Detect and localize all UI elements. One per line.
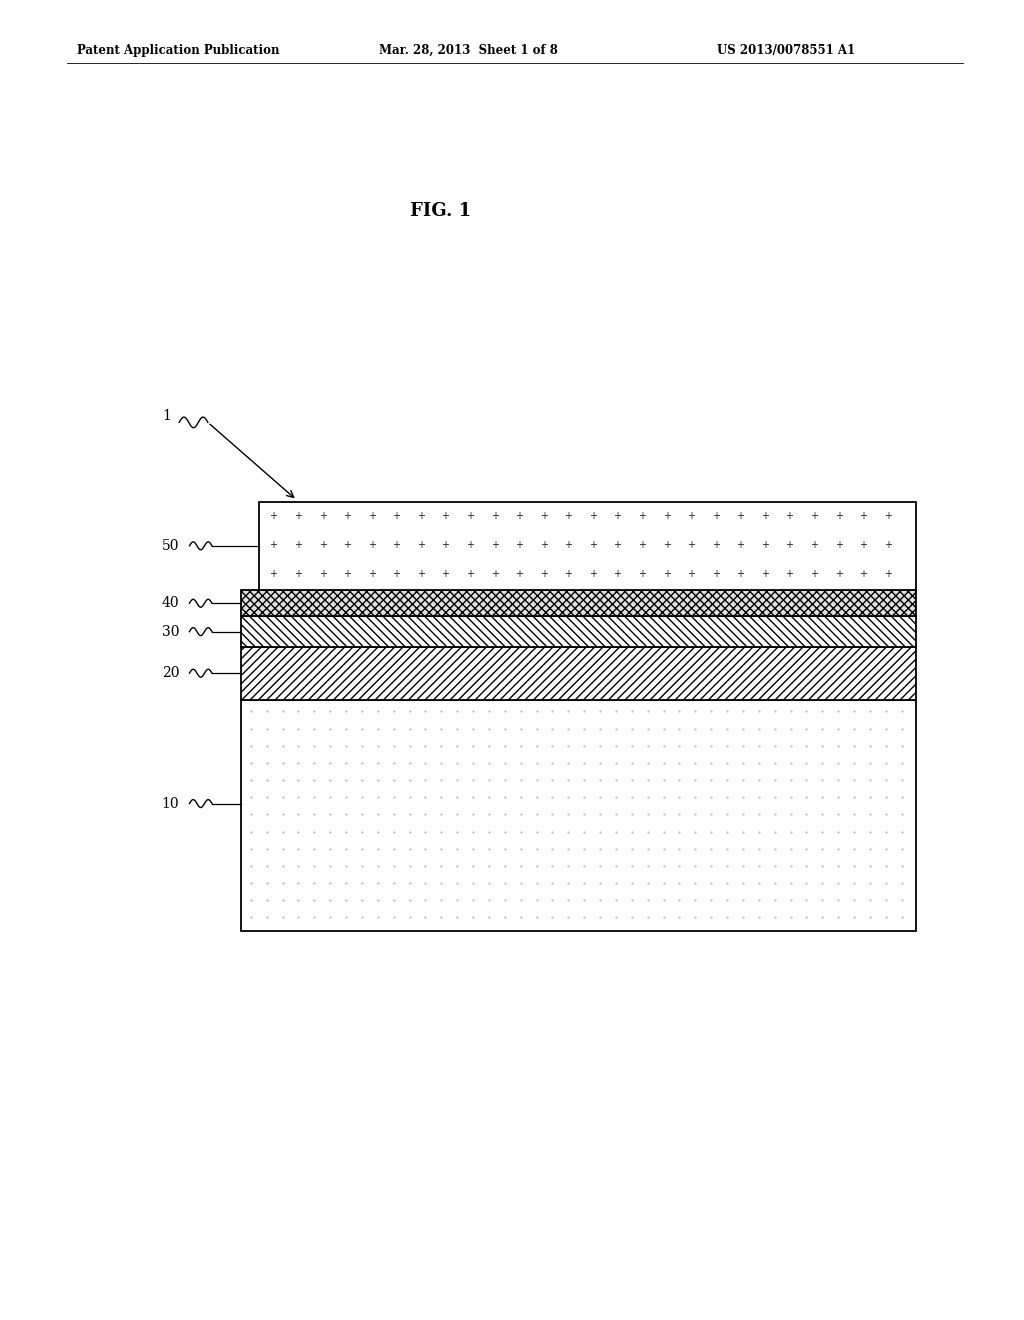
- Text: +: +: [564, 511, 572, 521]
- Text: +: +: [638, 569, 646, 579]
- Text: +: +: [318, 569, 327, 579]
- Text: +: +: [515, 569, 523, 579]
- Text: 1: 1: [162, 409, 171, 422]
- Text: +: +: [884, 569, 892, 579]
- Text: +: +: [638, 511, 646, 521]
- Text: +: +: [294, 569, 302, 579]
- Text: +: +: [269, 511, 278, 521]
- Text: +: +: [761, 511, 769, 521]
- Text: +: +: [884, 540, 892, 550]
- Text: +: +: [294, 511, 302, 521]
- Text: +: +: [564, 569, 572, 579]
- Text: +: +: [638, 540, 646, 550]
- Text: +: +: [441, 569, 450, 579]
- Text: +: +: [835, 569, 843, 579]
- Text: +: +: [540, 511, 548, 521]
- Text: +: +: [466, 511, 474, 521]
- Text: +: +: [736, 511, 744, 521]
- Text: +: +: [392, 511, 400, 521]
- Text: +: +: [368, 540, 376, 550]
- Text: +: +: [515, 511, 523, 521]
- Text: +: +: [294, 540, 302, 550]
- Text: Mar. 28, 2013  Sheet 1 of 8: Mar. 28, 2013 Sheet 1 of 8: [379, 44, 558, 57]
- Text: +: +: [441, 540, 450, 550]
- Text: 20: 20: [162, 667, 179, 680]
- Text: +: +: [663, 511, 671, 521]
- Text: +: +: [589, 569, 597, 579]
- Bar: [241, 647, 916, 700]
- Text: +: +: [810, 569, 818, 579]
- Text: +: +: [613, 569, 622, 579]
- Text: +: +: [490, 540, 499, 550]
- Text: 40: 40: [162, 597, 179, 610]
- Text: +: +: [613, 540, 622, 550]
- Text: +: +: [736, 569, 744, 579]
- Text: +: +: [466, 569, 474, 579]
- Text: +: +: [540, 569, 548, 579]
- Text: +: +: [785, 569, 794, 579]
- Text: +: +: [687, 511, 695, 521]
- Text: +: +: [269, 540, 278, 550]
- Text: +: +: [540, 540, 548, 550]
- Text: +: +: [859, 569, 867, 579]
- Text: +: +: [810, 511, 818, 521]
- Text: 10: 10: [162, 796, 179, 810]
- Text: +: +: [417, 511, 425, 521]
- Text: +: +: [785, 511, 794, 521]
- Text: +: +: [343, 569, 351, 579]
- Text: +: +: [318, 511, 327, 521]
- Text: +: +: [613, 511, 622, 521]
- Text: 30: 30: [162, 624, 179, 639]
- Bar: [241, 700, 916, 931]
- Text: +: +: [663, 540, 671, 550]
- Text: +: +: [712, 511, 720, 521]
- Text: +: +: [343, 511, 351, 521]
- Text: 50: 50: [162, 539, 179, 553]
- Text: +: +: [466, 540, 474, 550]
- Text: US 2013/0078551 A1: US 2013/0078551 A1: [717, 44, 855, 57]
- Text: +: +: [441, 511, 450, 521]
- Text: +: +: [810, 540, 818, 550]
- Text: +: +: [712, 540, 720, 550]
- Text: +: +: [835, 540, 843, 550]
- Text: +: +: [589, 540, 597, 550]
- Text: +: +: [712, 569, 720, 579]
- Text: +: +: [490, 569, 499, 579]
- Text: +: +: [736, 540, 744, 550]
- Text: +: +: [835, 511, 843, 521]
- Text: +: +: [687, 540, 695, 550]
- Text: +: +: [761, 569, 769, 579]
- Bar: [241, 616, 916, 647]
- Text: FIG. 1: FIG. 1: [410, 202, 471, 220]
- Text: +: +: [269, 569, 278, 579]
- Text: +: +: [392, 569, 400, 579]
- Text: +: +: [392, 540, 400, 550]
- Bar: [259, 502, 916, 590]
- Text: +: +: [859, 540, 867, 550]
- Text: Patent Application Publication: Patent Application Publication: [77, 44, 280, 57]
- Text: +: +: [687, 569, 695, 579]
- Text: +: +: [318, 540, 327, 550]
- Bar: [241, 590, 916, 616]
- Text: +: +: [785, 540, 794, 550]
- Text: +: +: [368, 569, 376, 579]
- Text: +: +: [589, 511, 597, 521]
- Text: +: +: [515, 540, 523, 550]
- Text: +: +: [859, 511, 867, 521]
- Text: +: +: [761, 540, 769, 550]
- Text: +: +: [343, 540, 351, 550]
- Text: +: +: [884, 511, 892, 521]
- Text: +: +: [417, 569, 425, 579]
- Text: +: +: [564, 540, 572, 550]
- Text: +: +: [663, 569, 671, 579]
- Text: +: +: [368, 511, 376, 521]
- Text: +: +: [490, 511, 499, 521]
- Text: +: +: [417, 540, 425, 550]
